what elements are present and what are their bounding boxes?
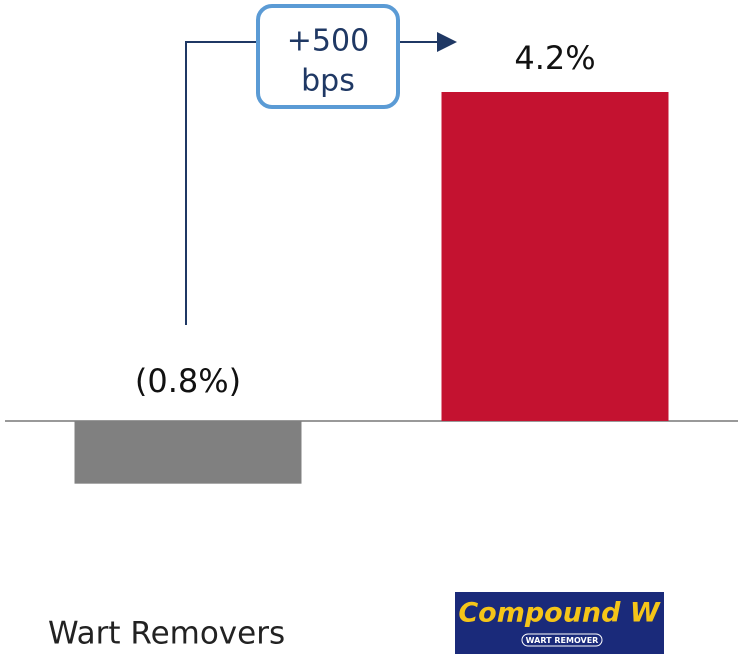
value-label: 4.2% (514, 39, 595, 77)
bar (74, 421, 302, 484)
logo-subtitle: WART REMOVER (526, 636, 599, 645)
bar (441, 92, 669, 421)
annotation-box (256, 4, 400, 109)
annotation-text: bps (301, 64, 355, 99)
category-label: Wart Removers (48, 616, 285, 652)
logo-pill (521, 633, 603, 647)
logo-text: Compound W (458, 598, 661, 629)
value-label: (0.8%) (135, 362, 241, 400)
annotation-text: +500 (287, 24, 369, 59)
bracket (185, 41, 258, 325)
